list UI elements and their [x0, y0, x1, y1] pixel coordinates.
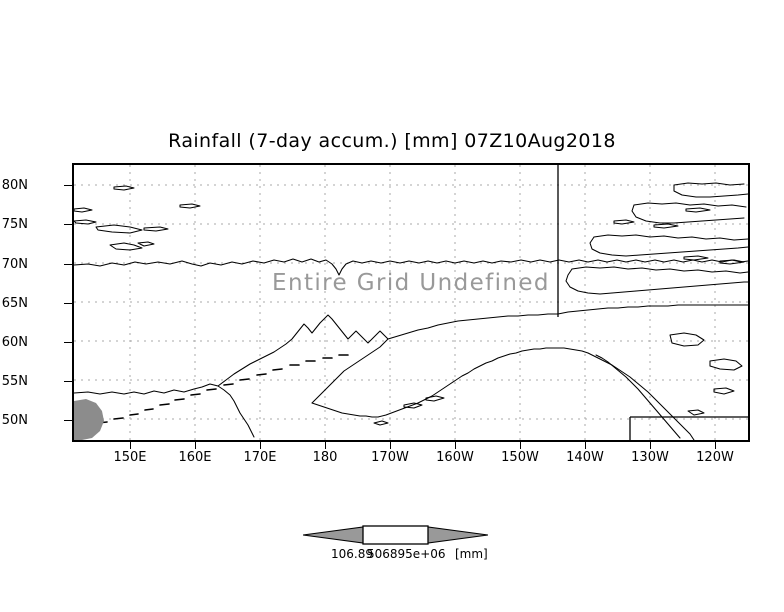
x-axis-label-170e: 170E — [243, 450, 277, 465]
y-tick-3 — [64, 303, 72, 304]
colorbar-units-label: [mm] — [455, 547, 488, 561]
x-tick-7 — [585, 442, 586, 449]
y-tick-5 — [64, 381, 72, 382]
x-tick-2 — [260, 442, 261, 449]
y-axis-label-70n: 70N — [1, 257, 28, 272]
y-tick-1 — [64, 224, 72, 225]
colorbar-max-label: 506895e+06 — [367, 547, 446, 561]
x-tick-1 — [195, 442, 196, 449]
x-axis-label-160e: 160E — [178, 450, 212, 465]
x-axis-label-170w: 170W — [371, 450, 409, 465]
y-axis-label-75n: 75N — [1, 217, 28, 232]
colorbar-center-box — [362, 525, 429, 545]
x-tick-3 — [325, 442, 326, 449]
y-axis-label-65n: 65N — [1, 296, 28, 311]
x-tick-9 — [715, 442, 716, 449]
y-axis-label-50n: 50N — [1, 413, 28, 428]
x-tick-4 — [390, 442, 391, 449]
y-tick-4 — [64, 342, 72, 343]
page-title: Rainfall (7-day accum.) [mm] 07Z10Aug201… — [168, 130, 616, 152]
x-axis-label-180: 180 — [312, 450, 338, 465]
x-axis-label-140w: 140W — [566, 450, 604, 465]
y-tick-6 — [64, 420, 72, 421]
colorbar[interactable] — [303, 522, 488, 548]
x-axis-label-150w: 150W — [501, 450, 539, 465]
colorbar-min-label: 106.89 — [331, 547, 373, 561]
map-plot-area[interactable]: Entire Grid Undefined — [72, 163, 750, 442]
x-tick-6 — [520, 442, 521, 449]
coastlines — [74, 182, 748, 440]
colorbar-left-arrow — [303, 526, 364, 544]
gridlines-horizontal — [74, 184, 748, 420]
y-tick-0 — [64, 185, 72, 186]
colorbar-right-arrow — [427, 526, 488, 544]
colorbar-graphic — [303, 525, 488, 545]
x-axis-label-130w: 130W — [631, 450, 669, 465]
y-axis-label-80n: 80N — [1, 178, 28, 193]
land-shading — [74, 399, 104, 440]
y-axis-label-55n: 55N — [1, 374, 28, 389]
y-tick-2 — [64, 264, 72, 265]
map-canvas — [74, 165, 748, 440]
x-tick-5 — [455, 442, 456, 449]
y-axis-label-60n: 60N — [1, 335, 28, 350]
x-axis-label-120w: 120W — [696, 450, 734, 465]
canada-us-border — [629, 416, 748, 440]
x-axis-label-160w: 160W — [436, 450, 474, 465]
x-tick-0 — [130, 442, 131, 449]
x-tick-8 — [650, 442, 651, 449]
x-axis-label-150e: 150E — [113, 450, 147, 465]
